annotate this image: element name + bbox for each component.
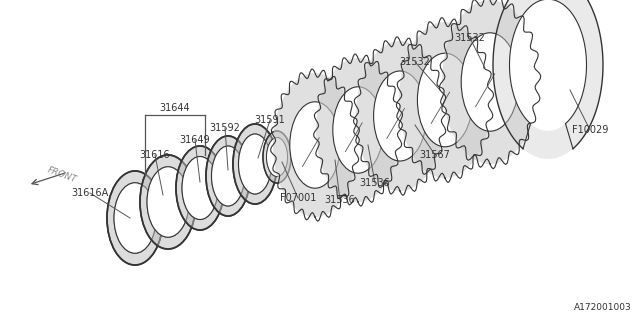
Text: 31644: 31644	[160, 103, 190, 113]
Ellipse shape	[273, 73, 357, 217]
Ellipse shape	[140, 155, 196, 249]
Ellipse shape	[374, 71, 426, 161]
Text: FRONT: FRONT	[46, 165, 78, 185]
Text: A172001003: A172001003	[574, 303, 632, 312]
Text: 31591: 31591	[255, 115, 285, 125]
Ellipse shape	[461, 33, 519, 131]
Text: 31536: 31536	[324, 195, 355, 205]
Text: 31616: 31616	[140, 150, 170, 160]
Ellipse shape	[182, 156, 218, 220]
Text: 31649: 31649	[180, 135, 211, 145]
Ellipse shape	[233, 124, 277, 204]
Ellipse shape	[399, 22, 491, 178]
Ellipse shape	[333, 87, 383, 173]
Text: 31616A: 31616A	[72, 188, 109, 198]
Text: F07001: F07001	[280, 193, 316, 203]
Ellipse shape	[176, 146, 224, 230]
Ellipse shape	[211, 146, 244, 206]
Text: 31532: 31532	[399, 57, 431, 67]
Ellipse shape	[417, 53, 472, 147]
Text: 31592: 31592	[209, 123, 241, 133]
Text: 31567: 31567	[420, 150, 451, 160]
Ellipse shape	[316, 58, 400, 202]
Ellipse shape	[114, 183, 156, 253]
Ellipse shape	[239, 134, 271, 194]
Text: 31536: 31536	[360, 178, 390, 188]
Ellipse shape	[356, 41, 444, 191]
Ellipse shape	[206, 136, 250, 216]
Text: 31532: 31532	[454, 33, 485, 43]
Ellipse shape	[493, 0, 603, 159]
Ellipse shape	[107, 171, 163, 265]
Text: F10029: F10029	[572, 125, 608, 135]
Ellipse shape	[266, 138, 287, 177]
Ellipse shape	[290, 102, 340, 188]
Ellipse shape	[263, 131, 291, 183]
Ellipse shape	[442, 0, 538, 164]
Ellipse shape	[509, 0, 586, 131]
Ellipse shape	[147, 167, 189, 237]
